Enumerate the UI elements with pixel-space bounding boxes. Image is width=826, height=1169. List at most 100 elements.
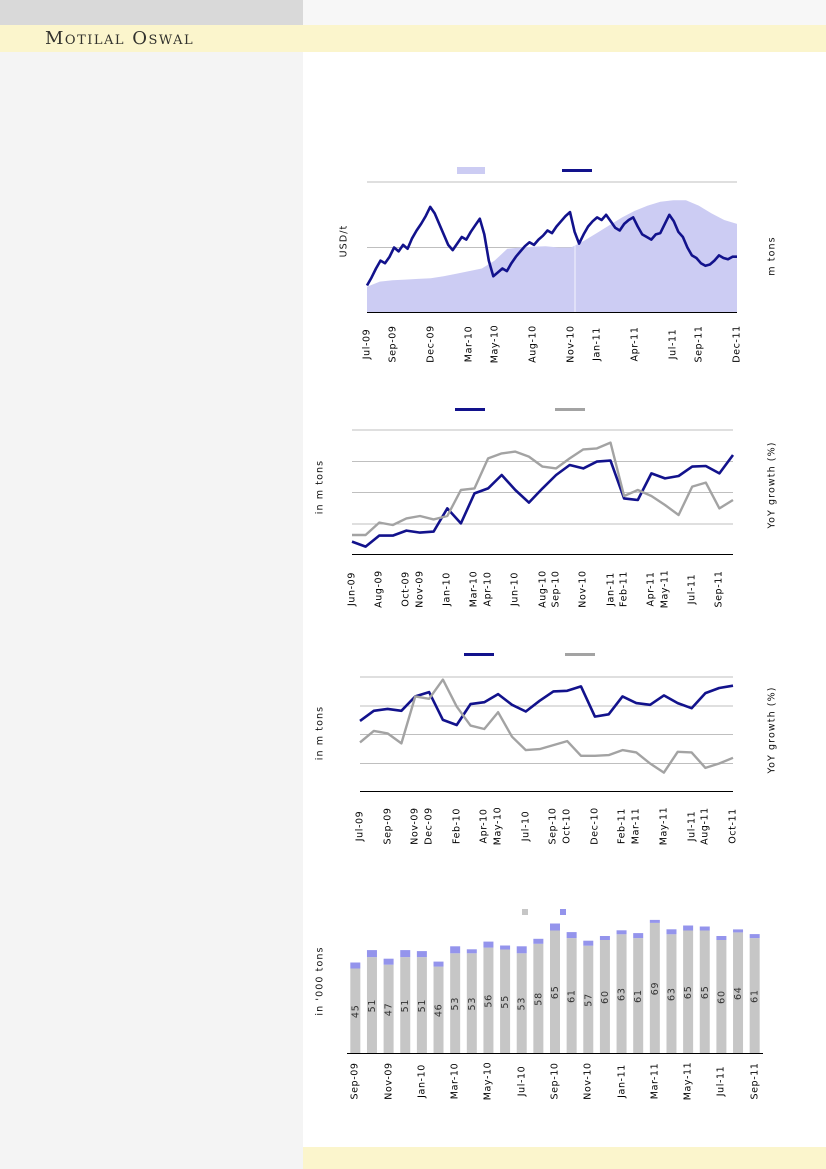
- top-gray-bar: [0, 0, 303, 25]
- plot-area-c4: 45 51 47 51 51 46 53 53 56 55 53 58 65 61 57 60 63 61 69 63…: [347, 919, 763, 1055]
- bar-value-label: 53: [450, 997, 461, 1011]
- legend-swatch-line: [464, 653, 494, 656]
- bar-value-label: 57: [583, 993, 594, 1007]
- x-tick-label: Mar-10: [468, 570, 480, 608]
- left-axis-title: in m tons: [314, 705, 326, 761]
- x-tick-label: Sep-10: [550, 570, 562, 608]
- x-tick-label: Mar-11: [630, 807, 642, 845]
- bar-value-label: 58: [533, 992, 544, 1006]
- x-tick-label: Jul-11: [667, 328, 679, 360]
- bar-value-label: 61: [633, 989, 644, 1003]
- right-axis-title: YoY growth (%): [766, 686, 778, 774]
- x-tick-label: May-10: [482, 1061, 494, 1101]
- x-tick-label: Apr-11: [645, 571, 657, 607]
- x-tick-label: Nov-10: [577, 570, 589, 608]
- bar-value-label: 51: [400, 999, 411, 1013]
- x-tick-label: Oct-09: [400, 571, 412, 607]
- legend-swatch-square: [560, 909, 566, 915]
- bottom-yellow-band: [303, 1147, 826, 1169]
- x-tick-label: Dec-10: [589, 807, 601, 845]
- x-tick-label: May-11: [658, 806, 670, 846]
- chart-yoy-growth-2: Jul-09 Sep-09 Nov-09 Dec-09 Feb-10 Apr-10 May-…: [303, 52, 826, 1147]
- bar-value-label: 64: [733, 986, 744, 1000]
- bar-value-label: 61: [750, 989, 761, 1003]
- brand-band: Motilal Oswal: [0, 25, 826, 52]
- x-tick-label: Oct-10: [561, 808, 573, 844]
- bar-value-label: 63: [617, 987, 628, 1001]
- x-tick-label: Mar-11: [649, 1062, 661, 1100]
- x-tick-label: Jul-09: [361, 328, 373, 360]
- x-tick-label: Jun-10: [509, 572, 521, 606]
- left-axis-title: in m tons: [314, 459, 326, 515]
- x-tick-label: Jul-10: [520, 810, 532, 842]
- plot-area-c1: [365, 181, 737, 314]
- x-tick-label: Nov-10: [582, 1062, 594, 1100]
- x-tick-label: Jan-11: [591, 327, 603, 361]
- x-tick-label: Jul-11: [686, 810, 698, 842]
- x-tick-label: May-11: [682, 1061, 694, 1101]
- brand-logo-text: Motilal Oswal: [45, 28, 195, 49]
- x-tick-label: Dec-09: [423, 807, 435, 845]
- x-tick-label: Sep-11: [749, 1062, 761, 1100]
- x-tick-label: Jan-10: [441, 572, 453, 606]
- right-axis-title: m tons: [766, 236, 778, 276]
- plot-area-c2: [351, 429, 735, 556]
- left-margin-area: [0, 52, 303, 1169]
- x-tick-label: Apr-10: [482, 571, 494, 607]
- x-tick-label: Aug-09: [373, 570, 385, 608]
- x-tick-label: Sep-11: [693, 325, 705, 363]
- bar-value-label: 61: [567, 989, 578, 1003]
- x-tick-label: Apr-10: [478, 808, 490, 844]
- bar-value-label: 46: [434, 1003, 445, 1017]
- bar-value-label: 63: [666, 987, 677, 1001]
- chart-monthly-bars: 45 51 47 51 51 46 53 53 56 55 53 58 65 61 57 60 63 61 69 63…: [303, 52, 826, 1147]
- charts-column: Jul-09 Sep-09 Dec-09 Mar-10 May-10 Aug-10 Nov-…: [303, 52, 826, 1167]
- x-tick-label: Jul-11: [715, 1065, 727, 1097]
- bar-value-label: 53: [517, 997, 528, 1011]
- bar-value-label: 45: [350, 1004, 361, 1018]
- x-tick-label: Aug-10: [537, 570, 548, 608]
- x-tick-label: Oct-11: [727, 808, 739, 844]
- bar-value-label: 47: [384, 1002, 395, 1016]
- bar-value-label: 69: [650, 982, 661, 996]
- x-tick-label: May-10: [489, 324, 501, 364]
- bar-value-label: 53: [467, 997, 478, 1011]
- bar-value-label: 65: [683, 985, 694, 999]
- x-tick-label: Aug-11: [699, 807, 711, 845]
- bar-value-label: 60: [600, 990, 611, 1004]
- bar-value-label: 55: [500, 995, 511, 1009]
- legend-swatch-square: [522, 909, 528, 915]
- top-right-strip: [303, 0, 826, 25]
- x-tick-label: Sep-09: [387, 325, 399, 363]
- legend-swatch-line: [562, 169, 592, 172]
- plot-area-c3: [359, 676, 734, 793]
- left-axis-title: USD/t: [338, 224, 350, 258]
- x-tick-label: Jan-11: [605, 572, 617, 606]
- chart-price-vs-inventory: Jul-09 Sep-09 Dec-09 Mar-10 May-10 Aug-10 Nov-…: [303, 52, 826, 1147]
- x-tick-label: Jul-11: [686, 573, 698, 605]
- x-tick-label: Sep-10: [547, 807, 559, 845]
- chart-yoy-growth-1: Jun-09 Aug-09 Oct-09 Nov-09 Jan-10 Mar-10 Apr-…: [303, 52, 826, 1147]
- bar-value-label: 51: [417, 999, 428, 1013]
- legend-swatch-area: [457, 167, 485, 174]
- x-tick-label: Dec-11: [731, 325, 743, 363]
- x-tick-label: Jul-09: [354, 810, 366, 842]
- x-tick-label: May-10: [492, 806, 504, 846]
- bar-value-label: 65: [550, 985, 561, 999]
- bar-value-label: 56: [483, 994, 494, 1008]
- left-axis-title: in '000 tons: [314, 946, 326, 1016]
- x-tick-label: Jan-11: [616, 1064, 628, 1098]
- legend-swatch-line: [565, 653, 595, 656]
- x-tick-label: Sep-10: [549, 1062, 561, 1100]
- x-tick-label: Feb-10: [451, 808, 463, 844]
- x-tick-label: Mar-10: [449, 1062, 461, 1100]
- x-tick-label: Jul-10: [516, 1065, 528, 1097]
- legend-swatch-line: [455, 408, 485, 411]
- x-tick-label: Apr-11: [629, 326, 641, 362]
- x-tick-label: Mar-10: [463, 325, 475, 363]
- x-tick-label: Nov-10: [565, 325, 577, 363]
- x-tick-label: Dec-09: [425, 325, 437, 363]
- x-tick-label: May-11: [659, 569, 671, 609]
- bar-value-label: 60: [716, 990, 727, 1004]
